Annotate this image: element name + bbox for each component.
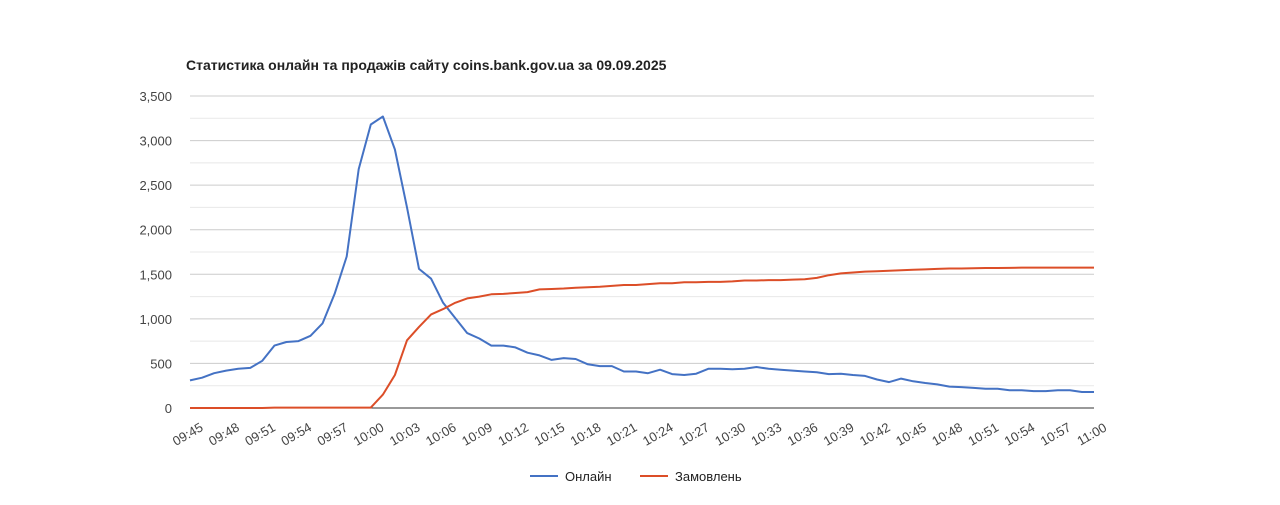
x-tick-label: 10:48: [929, 419, 965, 448]
x-tick-label: 09:51: [242, 419, 278, 448]
x-tick-label: 10:21: [604, 419, 640, 448]
x-tick-label: 09:45: [170, 419, 206, 448]
x-tick-label: 09:54: [278, 419, 314, 448]
x-tick-label: 09:57: [315, 419, 351, 448]
y-tick-label: 1,500: [139, 267, 172, 282]
x-tick-label: 10:45: [893, 419, 929, 448]
x-tick-label: 10:30: [712, 419, 748, 448]
y-tick-label: 500: [150, 356, 172, 371]
x-tick-label: 10:42: [857, 419, 893, 448]
legend-label-orders: Замовлень: [675, 469, 742, 484]
x-tick-label: 10:33: [748, 419, 784, 448]
x-tick-label: 10:36: [785, 419, 821, 448]
x-tick-label: 10:03: [387, 419, 423, 448]
y-tick-label: 3,500: [139, 89, 172, 104]
y-tick-label: 2,000: [139, 223, 172, 238]
x-tick-label: 10:51: [965, 419, 1001, 448]
x-tick-label: 10:27: [676, 419, 712, 448]
x-axis-ticks: 09:45 09:48 09:51 09:54 09:57 10:00 10:03 10:06…: [170, 419, 1109, 448]
gridlines: [190, 95, 1094, 409]
series-line-orders: [190, 266, 1094, 409]
y-axis-ticks: 0 500 1,000 1,500 2,000 2,500 3,000 3,500: [139, 89, 172, 416]
y-tick-label: 0: [165, 401, 172, 416]
series-lines: [189, 115, 1094, 409]
x-tick-label: 10:39: [821, 419, 857, 448]
x-tick-label: 10:06: [423, 419, 459, 448]
x-tick-label: 11:00: [1074, 420, 1109, 449]
chart-title: Статистика онлайн та продажів сайту coin…: [186, 57, 667, 73]
x-tick-label: 10:18: [568, 419, 604, 448]
x-tick-label: 10:15: [532, 419, 568, 448]
x-tick-label: 10:24: [640, 419, 676, 448]
series-line-online: [189, 115, 1094, 393]
x-tick-label: 09:48: [206, 419, 242, 448]
x-tick-label: 10:57: [1038, 419, 1074, 448]
x-tick-label: 10:09: [459, 419, 495, 448]
y-tick-label: 2,500: [139, 178, 172, 193]
y-tick-label: 1,000: [139, 312, 172, 327]
legend: Онлайн Замовлень: [530, 469, 742, 484]
y-tick-label: 3,000: [139, 134, 172, 149]
x-tick-label: 10:54: [1002, 419, 1038, 448]
x-tick-label: 10:12: [495, 419, 531, 448]
x-tick-label: 10:00: [351, 419, 387, 448]
legend-label-online: Онлайн: [565, 469, 612, 484]
